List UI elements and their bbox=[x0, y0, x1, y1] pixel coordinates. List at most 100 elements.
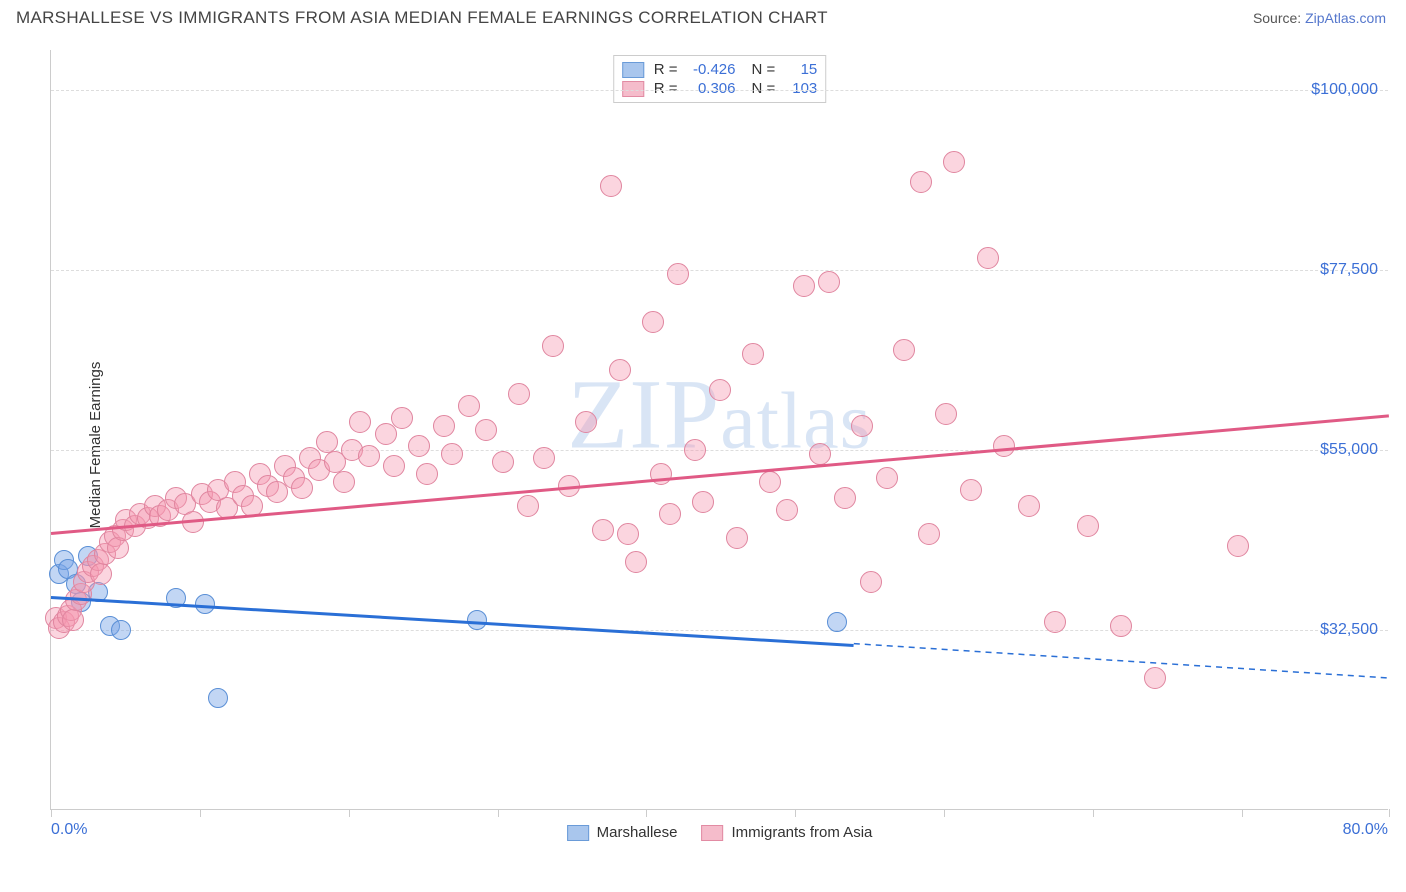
data-point bbox=[492, 451, 514, 473]
source-attribution: Source: ZipAtlas.com bbox=[1253, 10, 1386, 26]
x-tick bbox=[1389, 809, 1390, 817]
legend-series-item: Immigrants from Asia bbox=[702, 824, 873, 841]
data-point bbox=[208, 688, 228, 708]
x-min-label: 0.0% bbox=[51, 821, 87, 839]
data-point bbox=[195, 594, 215, 614]
data-point bbox=[851, 415, 873, 437]
n-label: N = bbox=[752, 80, 776, 97]
data-point bbox=[759, 471, 781, 493]
y-tick-label: $77,500 bbox=[1320, 261, 1378, 279]
x-tick bbox=[349, 809, 350, 817]
data-point bbox=[508, 383, 530, 405]
data-point bbox=[860, 571, 882, 593]
legend-series-label: Immigrants from Asia bbox=[732, 824, 873, 841]
y-tick-label: $55,000 bbox=[1320, 441, 1378, 459]
data-point bbox=[650, 463, 672, 485]
trend-line bbox=[51, 596, 854, 646]
data-point bbox=[333, 471, 355, 493]
data-point bbox=[793, 275, 815, 297]
data-point bbox=[960, 479, 982, 501]
data-point bbox=[818, 271, 840, 293]
data-point bbox=[876, 467, 898, 489]
legend-stat-row: R =0.306N =103 bbox=[622, 79, 818, 98]
n-value: 103 bbox=[781, 80, 817, 97]
data-point bbox=[542, 335, 564, 357]
data-point bbox=[416, 463, 438, 485]
x-tick bbox=[200, 809, 201, 817]
data-point bbox=[625, 551, 647, 573]
x-tick bbox=[51, 809, 52, 817]
data-point bbox=[709, 379, 731, 401]
data-point bbox=[375, 423, 397, 445]
data-point bbox=[90, 563, 112, 585]
data-point bbox=[977, 247, 999, 269]
data-point bbox=[111, 620, 131, 640]
data-point bbox=[834, 487, 856, 509]
data-point bbox=[316, 431, 338, 453]
chart-title: MARSHALLESE VS IMMIGRANTS FROM ASIA MEDI… bbox=[16, 8, 828, 28]
data-point bbox=[1018, 495, 1040, 517]
data-point bbox=[441, 443, 463, 465]
n-label: N = bbox=[752, 61, 776, 78]
legend-swatch bbox=[702, 825, 724, 841]
data-point bbox=[291, 477, 313, 499]
y-tick-label: $32,500 bbox=[1320, 621, 1378, 639]
legend-swatch bbox=[622, 62, 644, 78]
data-point bbox=[617, 523, 639, 545]
series-legend: Marshallese Immigrants from Asia bbox=[567, 824, 873, 841]
data-point bbox=[742, 343, 764, 365]
data-point bbox=[391, 407, 413, 429]
x-tick bbox=[1242, 809, 1243, 817]
data-point bbox=[993, 435, 1015, 457]
data-point bbox=[600, 175, 622, 197]
legend-swatch bbox=[567, 825, 589, 841]
data-point bbox=[408, 435, 430, 457]
data-point bbox=[726, 527, 748, 549]
data-point bbox=[910, 171, 932, 193]
data-point bbox=[667, 263, 689, 285]
data-point bbox=[692, 491, 714, 513]
data-point bbox=[659, 503, 681, 525]
r-label: R = bbox=[654, 80, 678, 97]
data-point bbox=[1144, 667, 1166, 689]
r-label: R = bbox=[654, 61, 678, 78]
data-point bbox=[517, 495, 539, 517]
gridline bbox=[51, 270, 1388, 271]
gridline bbox=[51, 90, 1388, 91]
data-point bbox=[533, 447, 555, 469]
data-point bbox=[467, 610, 487, 630]
data-point bbox=[809, 443, 831, 465]
data-point bbox=[1077, 515, 1099, 537]
data-point bbox=[918, 523, 940, 545]
x-tick bbox=[795, 809, 796, 817]
data-point bbox=[1110, 615, 1132, 637]
data-point bbox=[943, 151, 965, 173]
legend-series-label: Marshallese bbox=[597, 824, 678, 841]
legend-swatch bbox=[622, 81, 644, 97]
data-point bbox=[475, 419, 497, 441]
r-value: -0.426 bbox=[684, 61, 736, 78]
x-tick bbox=[944, 809, 945, 817]
gridline bbox=[51, 630, 1388, 631]
n-value: 15 bbox=[781, 61, 817, 78]
data-point bbox=[1227, 535, 1249, 557]
data-point bbox=[349, 411, 371, 433]
data-point bbox=[383, 455, 405, 477]
data-point bbox=[62, 609, 84, 631]
x-max-label: 80.0% bbox=[1343, 821, 1388, 839]
x-tick bbox=[1093, 809, 1094, 817]
data-point bbox=[433, 415, 455, 437]
chart-container: Median Female Earnings ZIPatlas R =-0.42… bbox=[0, 40, 1406, 850]
legend-stat-row: R = -0.426 N = 15 bbox=[622, 60, 818, 79]
data-point bbox=[893, 339, 915, 361]
data-point bbox=[592, 519, 614, 541]
source-prefix: Source: bbox=[1253, 10, 1305, 26]
data-point bbox=[935, 403, 957, 425]
plot-area: ZIPatlas R =-0.426N =15R =0.306N =103 Ma… bbox=[50, 50, 1388, 810]
x-tick bbox=[498, 809, 499, 817]
source-link[interactable]: ZipAtlas.com bbox=[1305, 10, 1386, 26]
data-point bbox=[609, 359, 631, 381]
data-point bbox=[642, 311, 664, 333]
data-point bbox=[684, 439, 706, 461]
y-tick-label: $100,000 bbox=[1311, 81, 1378, 99]
